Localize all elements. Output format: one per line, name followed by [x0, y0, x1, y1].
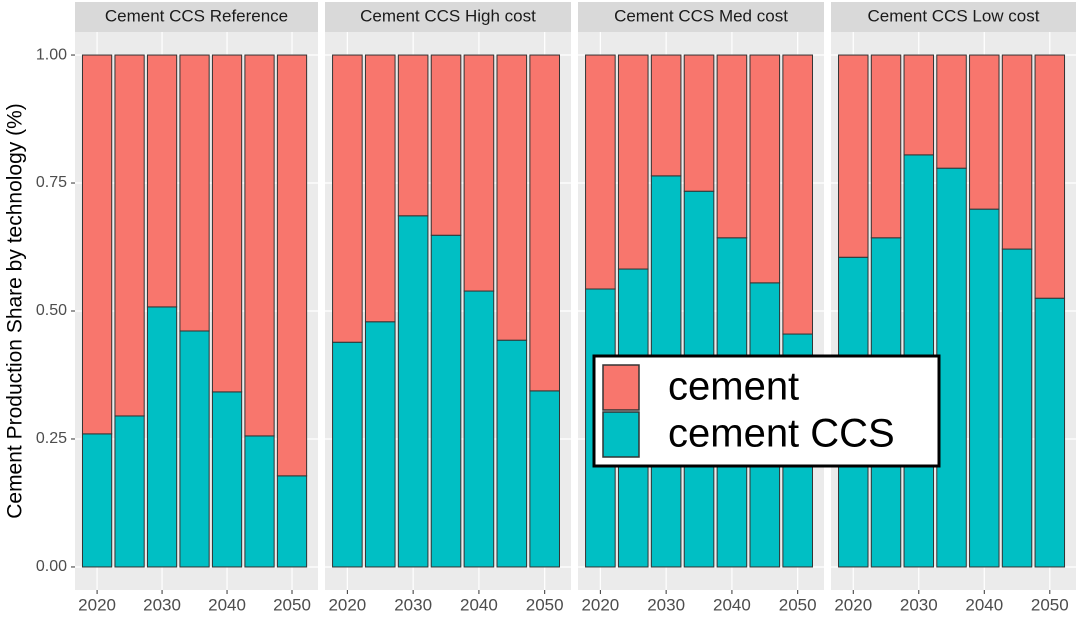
bar-segment: [969, 208, 1000, 568]
bar-segment: [749, 54, 781, 284]
x-tick-label: 2020: [834, 595, 872, 614]
bar-segment: [683, 54, 715, 192]
bar-segment: [1034, 297, 1066, 568]
bar-segment: [364, 321, 396, 568]
bar-segment: [114, 415, 145, 568]
bar-segment: [782, 54, 813, 335]
bar-segment: [585, 54, 616, 290]
y-tick-label: 0.75: [36, 174, 67, 191]
bar-segment: [716, 54, 748, 239]
strip: [578, 2, 824, 32]
bar-segment: [179, 54, 210, 332]
bar-segment: [244, 54, 275, 437]
strip: [325, 2, 571, 32]
bar-segment: [430, 54, 462, 236]
x-tick-label: 2050: [273, 595, 311, 614]
bar-segment: [397, 215, 429, 568]
bar-segment: [430, 234, 462, 568]
bar-segment: [276, 475, 308, 568]
bar-segment: [332, 54, 363, 343]
bar-segment: [969, 54, 1000, 210]
bar-segment: [936, 54, 967, 169]
x-tick-label: 2030: [394, 595, 432, 614]
y-tick-label: 1.00: [36, 46, 67, 63]
bar-segment: [496, 339, 528, 568]
facet-title: Cement CCS Med cost: [614, 6, 788, 25]
bar-segment: [397, 54, 429, 217]
y-tick-label: 0.50: [36, 302, 67, 319]
legend-swatch: [602, 411, 640, 458]
bar-segment: [81, 433, 113, 568]
bar-segment: [81, 54, 113, 435]
bar-segment: [146, 306, 178, 568]
bar-segment: [870, 54, 902, 239]
bar-segment: [114, 54, 145, 417]
legend-label: cement: [668, 365, 799, 409]
x-tick-label: 2030: [647, 595, 685, 614]
x-tick-label: 2050: [1031, 595, 1069, 614]
bar-segment: [617, 54, 649, 270]
legend-label: cement CCS: [668, 412, 895, 456]
facet-title: Cement CCS Low cost: [868, 6, 1040, 25]
x-tick-label: 2040: [965, 595, 1003, 614]
bar-segment: [179, 330, 210, 568]
bar-segment: [364, 54, 396, 323]
x-tick-label: 2050: [526, 595, 564, 614]
bar-segment: [146, 54, 178, 308]
x-tick-label: 2050: [779, 595, 817, 614]
bar-segment: [936, 167, 967, 568]
bar-segment: [1001, 54, 1033, 250]
legend-swatch: [602, 364, 640, 411]
x-tick-label: 2020: [581, 595, 619, 614]
bar-segment: [1034, 54, 1066, 299]
bar-segment: [211, 54, 243, 393]
bar-segment: [463, 54, 495, 292]
bar-segment: [529, 54, 560, 392]
bar-segment: [211, 391, 243, 568]
x-tick-label: 2040: [208, 595, 246, 614]
x-tick-label: 2040: [460, 595, 498, 614]
strip: [75, 2, 318, 32]
x-tick-label: 2020: [78, 595, 116, 614]
x-tick-label: 2030: [900, 595, 938, 614]
facet-title: Cement CCS High cost: [360, 6, 536, 25]
bar-segment: [463, 290, 495, 568]
legend-box: [592, 354, 941, 468]
bar-segment: [650, 54, 682, 177]
bar-segment: [496, 54, 528, 341]
x-tick-label: 2030: [143, 595, 181, 614]
x-tick-label: 2040: [713, 595, 751, 614]
y-tick-label: 0.00: [36, 558, 67, 575]
y-tick-label: 0.25: [36, 430, 67, 447]
bar-segment: [838, 54, 869, 258]
bar-segment: [332, 341, 363, 568]
y-axis-title: Cement Production Share by technology (%…: [4, 103, 27, 519]
strip: [831, 2, 1076, 32]
x-tick-label: 2020: [328, 595, 366, 614]
bar-segment: [903, 54, 935, 156]
bar-segment: [244, 435, 275, 568]
bar-segment: [1001, 248, 1033, 568]
bar-segment: [276, 54, 308, 477]
bar-segment: [529, 390, 560, 568]
facet-title: Cement CCS Reference: [105, 6, 288, 25]
